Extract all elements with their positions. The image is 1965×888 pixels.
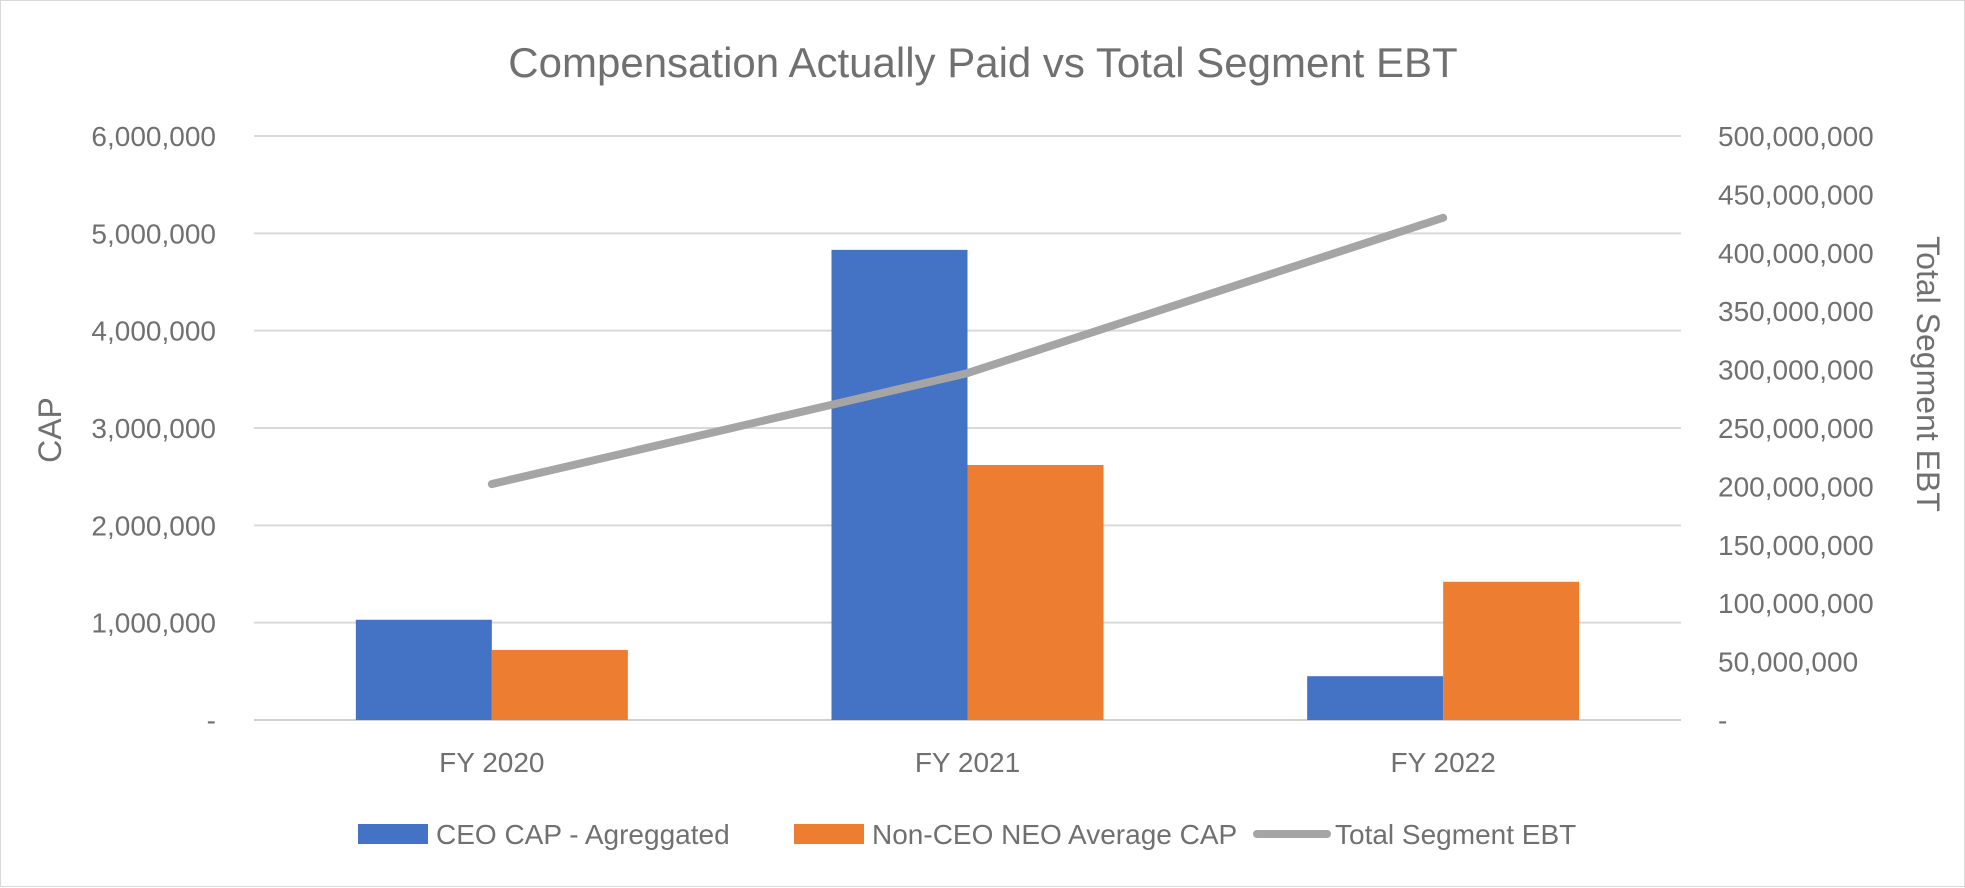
bar-series	[355, 249, 1580, 720]
legend-label: Non-CEO NEO Average CAP	[872, 819, 1237, 850]
left-tick-label: 6,000,000	[91, 121, 216, 152]
bar	[831, 249, 968, 720]
chart-title: Compensation Actually Paid vs Total Segm…	[508, 39, 1457, 86]
right-tick-label: 500,000,000	[1718, 121, 1874, 152]
left-tick-label: 4,000,000	[91, 316, 216, 347]
right-tick-label: 350,000,000	[1718, 296, 1874, 327]
bar	[1443, 581, 1580, 720]
x-tick-label: FY 2022	[1390, 747, 1495, 778]
bar	[491, 649, 628, 720]
left-axis-title: CAP	[32, 397, 68, 463]
right-tick-label: 300,000,000	[1718, 355, 1874, 386]
left-tick-label: 3,000,000	[91, 413, 216, 444]
right-tick-label: 250,000,000	[1718, 413, 1874, 444]
right-tick-label: 400,000,000	[1718, 238, 1874, 269]
right-tick-label: 50,000,000	[1718, 647, 1858, 678]
line-series	[487, 213, 1448, 489]
right-axis-ticks: - 50,000,000 100,000,000 150,000,000 200,000…	[1718, 121, 1874, 736]
right-tick-label: -	[1718, 705, 1727, 736]
bar	[1307, 676, 1444, 720]
bar	[967, 464, 1104, 720]
bar	[355, 619, 492, 720]
x-axis-ticks: FY 2020 FY 2021 FY 2022	[439, 747, 1496, 778]
right-tick-label: 450,000,000	[1718, 179, 1874, 210]
legend-swatch	[794, 824, 864, 844]
right-tick-label: 100,000,000	[1718, 588, 1874, 619]
legend-label: Total Segment EBT	[1335, 819, 1576, 850]
right-axis-title: Total Segment EBT	[1910, 236, 1946, 512]
left-tick-label: 2,000,000	[91, 510, 216, 541]
right-tick-label: 200,000,000	[1718, 471, 1874, 502]
right-tick-label: 150,000,000	[1718, 530, 1874, 561]
left-axis-ticks: - 1,000,000 2,000,000 3,000,000 4,000,000 5,0…	[91, 121, 216, 736]
legend: CEO CAP - Agreggated Non-CEO NEO Average …	[358, 819, 1576, 850]
left-tick-label: 5,000,000	[91, 218, 216, 249]
x-tick-label: FY 2020	[439, 747, 544, 778]
legend-swatch	[358, 824, 428, 844]
series-line	[487, 213, 1448, 489]
x-tick-label: FY 2021	[915, 747, 1020, 778]
legend-label: CEO CAP - Agreggated	[436, 819, 730, 850]
left-tick-label: -	[207, 705, 216, 736]
left-tick-label: 1,000,000	[91, 608, 216, 639]
